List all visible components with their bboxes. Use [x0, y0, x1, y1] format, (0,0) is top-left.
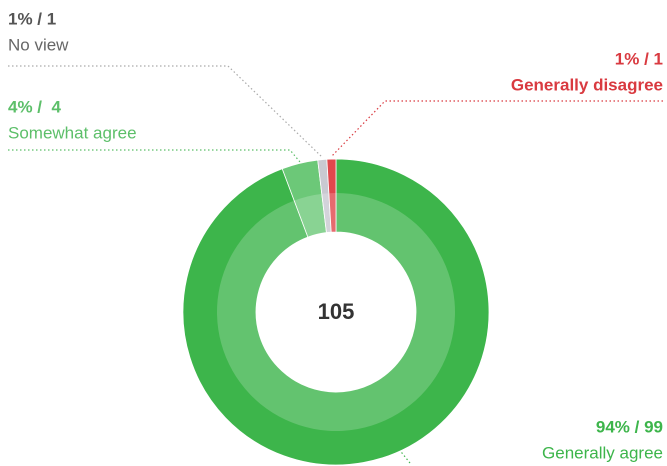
category-label: Generally agree	[542, 443, 663, 462]
center-label: 105	[318, 299, 355, 324]
donut	[182, 158, 490, 466]
segment-inner	[216, 193, 456, 431]
category-label: Somewhat agree	[8, 123, 137, 142]
category-label: Generally disagree	[511, 75, 663, 94]
leader-line	[8, 149, 301, 163]
leader-line	[8, 65, 323, 158]
value-label: 1% / 1	[8, 9, 56, 28]
category-label: No view	[8, 35, 69, 54]
leader-line	[330, 100, 663, 158]
value-label: 94% / 99	[596, 417, 663, 436]
segment-inner	[294, 193, 327, 238]
segment	[326, 158, 337, 233]
value-label: 4% / 4	[8, 97, 61, 116]
segment	[182, 158, 490, 466]
segment-inner	[321, 193, 332, 233]
segment-inner	[328, 193, 336, 233]
value-label: 1% / 1	[615, 49, 663, 68]
